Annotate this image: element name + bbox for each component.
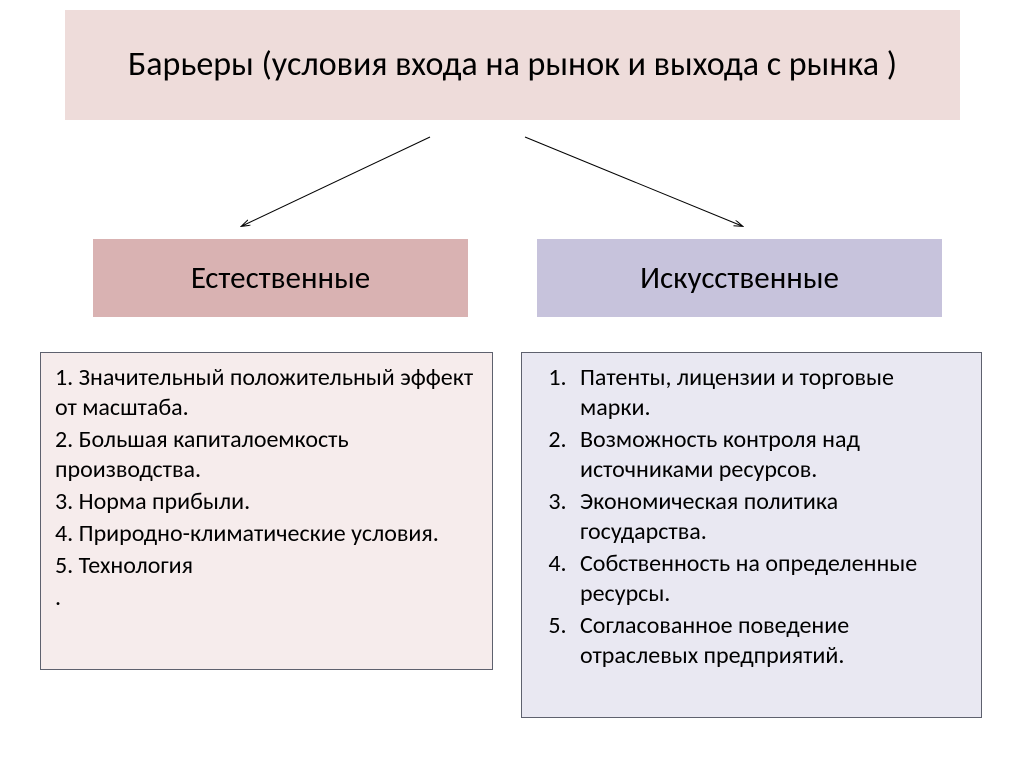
list-item: Возможность контроля над источниками рес… [572,425,967,485]
list-item: 1. Значительный положительный эффект от … [55,363,478,423]
arrow-right [525,137,742,226]
list-item: Согласованное поведение отраслевых предп… [572,611,967,671]
arrow-left [242,137,430,226]
category-artificial-label: Искусственные [640,259,839,297]
list-item: . [55,583,478,613]
list-item: 2. Большая капиталоемкость производства. [55,425,478,485]
list-item: Собственность на определенные ресурсы. [572,549,967,609]
list-item: 3. Норма прибыли. [55,487,478,517]
list-item: Экономическая политика государства. [572,487,967,547]
list-item: 5. Технология [55,551,478,581]
list-artificial: Патенты, лицензии и торговые марки. Возм… [521,352,982,718]
category-natural-label: Естественные [191,259,370,297]
list-natural: 1. Значительный положительный эффект от … [40,352,493,670]
ordered-list: Патенты, лицензии и торговые марки. Возм… [536,363,967,671]
list-item: Патенты, лицензии и торговые марки. [572,363,967,423]
category-artificial: Искусственные [537,239,942,317]
category-natural: Естественные [93,239,468,317]
list-item: 4. Природно-климатические условия. [55,519,478,549]
